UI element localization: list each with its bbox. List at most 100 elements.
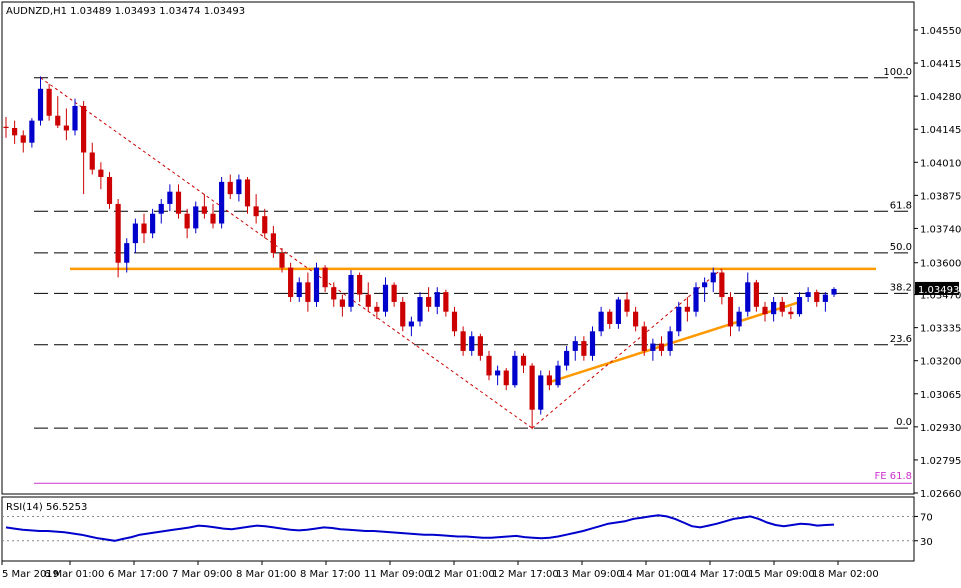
candle-body <box>641 326 647 351</box>
candle-body <box>158 203 164 214</box>
candle-body <box>150 213 156 234</box>
candle-body <box>81 105 87 153</box>
candle-body <box>702 282 708 288</box>
candle-body <box>253 206 259 217</box>
candle-body <box>288 267 294 298</box>
candle-body <box>615 299 621 324</box>
price-tick-label: 1.02930 <box>920 423 961 434</box>
candle-body <box>106 176 113 204</box>
candle-body <box>753 282 759 307</box>
rsi-label: RSI(14) 56.5253 <box>6 502 87 513</box>
candle-body <box>564 350 570 366</box>
candle-body <box>693 287 699 312</box>
candle-body <box>270 233 276 253</box>
last-price-tag: 1.03493 <box>915 281 959 296</box>
candle-body <box>822 294 828 302</box>
time-tick-label: 12 Mar 01:00 <box>428 569 495 580</box>
last-price-label: 1.03493 <box>918 285 959 296</box>
candle-body <box>89 152 95 170</box>
candle-body <box>408 321 414 327</box>
price-tick-label: 1.02660 <box>920 489 961 500</box>
rsi-panel-frame <box>1 496 915 562</box>
candle-body <box>598 311 604 332</box>
candle-body <box>426 297 432 307</box>
price-tick-label: 1.02795 <box>920 456 961 467</box>
price-tick-label: 1.03875 <box>920 191 961 202</box>
candle-body <box>529 365 535 410</box>
time-tick-label: 13 Mar 09:00 <box>556 569 623 580</box>
candle-body <box>382 284 389 312</box>
price-tick-label: 1.04280 <box>920 92 961 103</box>
candle-body <box>460 331 466 351</box>
candle-body <box>477 336 483 356</box>
candle-body <box>486 355 492 376</box>
candle-body <box>676 306 682 332</box>
time-tick-label: 12 Mar 17:00 <box>492 569 559 580</box>
candle-body <box>322 267 328 288</box>
candle-body <box>193 206 199 229</box>
candle-body <box>555 365 561 386</box>
candle-body <box>46 88 52 116</box>
candle-body <box>434 292 440 307</box>
candle-body <box>37 88 44 121</box>
time-tick-label: 6 Mar 17:00 <box>108 569 168 580</box>
candle-body <box>391 284 397 302</box>
candle-body <box>400 301 406 327</box>
candle-body <box>495 370 501 376</box>
candle-body <box>581 341 587 356</box>
fib-level-label: 38.2 <box>890 282 912 293</box>
price-tick-label: 1.04145 <box>920 125 961 136</box>
time-tick-label: 7 Mar 09:00 <box>172 569 232 580</box>
candle-body <box>175 191 182 214</box>
rsi-tick-label: 30 <box>920 537 933 548</box>
fib-zigzag-segment <box>531 268 723 429</box>
fib-level-label: 0.0 <box>896 417 912 428</box>
candle-body <box>727 297 734 327</box>
main-panel-frame <box>1 1 915 495</box>
candle-body <box>236 179 242 195</box>
time-tick-label: 11 Mar 09:00 <box>364 569 431 580</box>
time-tick-label: 18 Mar 02:00 <box>812 569 879 580</box>
fib-level-label: 23.6 <box>890 334 912 345</box>
time-tick-label: 5 Mar 2019 <box>2 569 59 580</box>
candle-body <box>719 272 725 298</box>
candle-body <box>115 203 121 263</box>
candle-body <box>788 311 794 315</box>
candle-body <box>520 355 527 366</box>
support-resistance-lines <box>70 267 876 384</box>
candle-body <box>771 301 777 315</box>
candle-body <box>451 311 458 332</box>
candle-body <box>132 223 138 244</box>
candle-body <box>374 306 380 312</box>
candle-body <box>279 252 285 268</box>
candle-body <box>503 370 509 386</box>
candle-body <box>63 125 69 131</box>
candle-body <box>745 282 751 312</box>
price-tick-label: 1.04550 <box>920 26 961 37</box>
candle-body <box>667 331 673 351</box>
rsi-tick-label: 70 <box>920 512 933 523</box>
candle-body <box>546 375 552 386</box>
candle-body <box>805 292 811 298</box>
rsi-line <box>5 514 835 542</box>
time-tick-label: 8 Mar 17:00 <box>300 569 360 580</box>
candle-body <box>589 331 596 356</box>
candle-body <box>210 213 216 224</box>
candle-body <box>98 169 104 177</box>
candle-body <box>650 343 656 351</box>
candle-body <box>633 311 639 327</box>
candle-body <box>443 292 449 312</box>
price-tick-label: 1.03470 <box>920 291 961 302</box>
candle-body <box>710 272 716 283</box>
fib-level-label: 61.8 <box>890 200 912 211</box>
candle-body <box>141 223 147 234</box>
candle-body <box>313 267 320 302</box>
price-tick-label: 1.03065 <box>920 390 961 401</box>
candle-body <box>831 288 837 295</box>
candle-body <box>20 135 26 143</box>
price-tick-label: 1.04010 <box>920 158 961 169</box>
candle-body <box>779 301 785 312</box>
